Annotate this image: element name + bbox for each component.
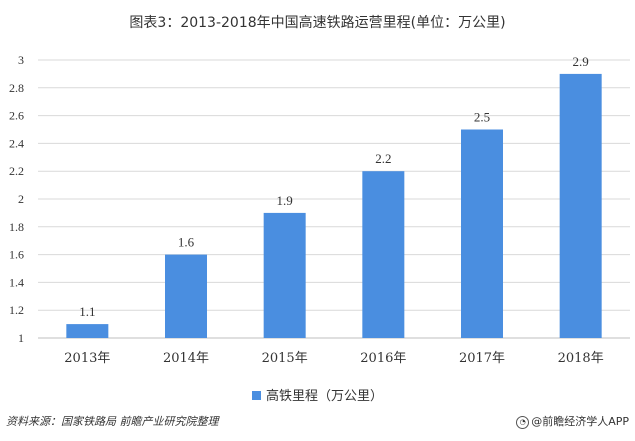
y-tick-label: 2: [18, 192, 24, 206]
data-label: 2.2: [375, 151, 391, 166]
source-note: 资料来源：国家铁路局 前瞻产业研究院整理: [6, 415, 219, 428]
bar: [362, 171, 405, 338]
x-tick-label: 2017年: [459, 351, 505, 366]
y-tick-label: 2.4: [9, 136, 24, 150]
y-tick-label: 2.8: [9, 81, 24, 95]
y-tick-label: 1.6: [9, 248, 24, 262]
data-label: 2.5: [474, 110, 490, 125]
y-tick-label: 1.4: [9, 275, 24, 289]
chart-title: 图表3：2013-2018年中国高速铁路运营里程(单位：万公里): [129, 15, 506, 31]
legend: 高铁里程（万公里）: [0, 385, 635, 404]
y-tick-label: 1.8: [9, 220, 24, 234]
grid-lines: [38, 59, 630, 339]
brand-logo-icon: ◔: [516, 415, 530, 429]
brand-credit-text: @前瞻经济学人APP: [531, 415, 629, 428]
bars: [66, 73, 602, 339]
brand-credit: ◔ @前瞻经济学人APP: [516, 413, 629, 429]
x-tick-label: 2018年: [558, 351, 604, 366]
data-labels: 1.1 1.6 1.9 2.2 2.5 2.9: [79, 54, 589, 319]
x-tick-label: 2013年: [64, 351, 110, 366]
y-tick-label: 1.2: [9, 303, 24, 317]
y-tick-label: 3: [18, 53, 24, 67]
x-tick-label: 2014年: [163, 351, 209, 366]
x-axis-ticks: 2013年 2014年 2015年 2016年 2017年 2018年: [64, 351, 603, 366]
y-tick-label: 2.6: [9, 109, 24, 123]
x-tick-label: 2016年: [360, 351, 406, 366]
data-label: 2.9: [573, 54, 589, 69]
bar: [165, 254, 207, 338]
y-tick-label: 2.2: [9, 164, 24, 178]
bar: [66, 324, 109, 338]
bar: [559, 73, 602, 339]
bar: [461, 129, 503, 338]
y-axis-ticks: 1 1.2 1.4 1.6 1.8 2 2.2 2.4 2.6 2.8 3: [9, 53, 24, 345]
x-tick-label: 2015年: [262, 351, 308, 366]
data-label: 1.1: [79, 304, 95, 319]
data-label: 1.6: [178, 235, 195, 250]
legend-swatch: [251, 391, 261, 400]
y-tick-label: 1: [18, 331, 24, 345]
data-label: 1.9: [277, 193, 293, 208]
legend-label: 高铁里程（万公里）: [265, 389, 383, 404]
bar: [263, 212, 306, 338]
